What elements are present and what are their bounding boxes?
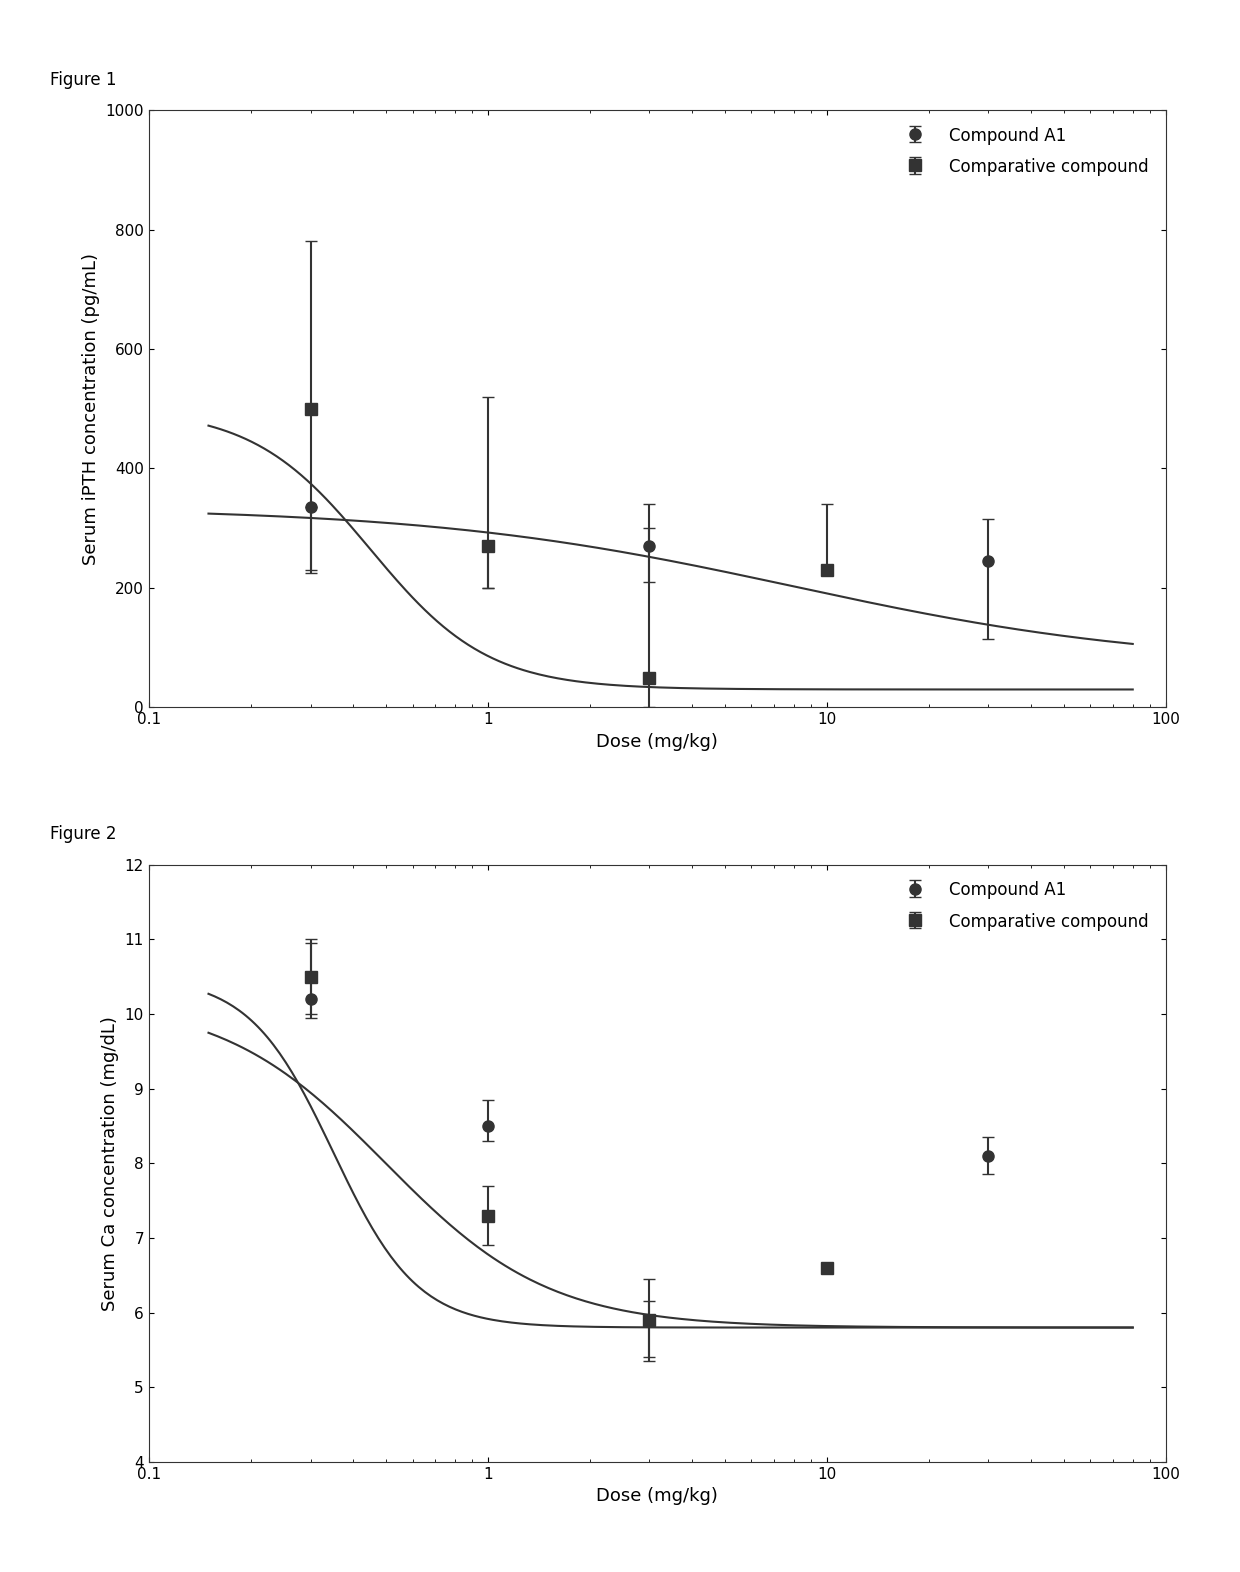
Legend: Compound A1, Comparative compound: Compound A1, Comparative compound xyxy=(885,118,1157,184)
X-axis label: Dose (mg/kg): Dose (mg/kg) xyxy=(596,733,718,751)
Legend: Compound A1, Comparative compound: Compound A1, Comparative compound xyxy=(885,872,1157,938)
Y-axis label: Serum Ca concentration (mg/dL): Serum Ca concentration (mg/dL) xyxy=(102,1016,119,1311)
Y-axis label: Serum iPTH concentration (pg/mL): Serum iPTH concentration (pg/mL) xyxy=(82,253,100,564)
Text: Figure 1: Figure 1 xyxy=(50,71,117,88)
Text: Figure 2: Figure 2 xyxy=(50,825,117,843)
X-axis label: Dose (mg/kg): Dose (mg/kg) xyxy=(596,1487,718,1506)
